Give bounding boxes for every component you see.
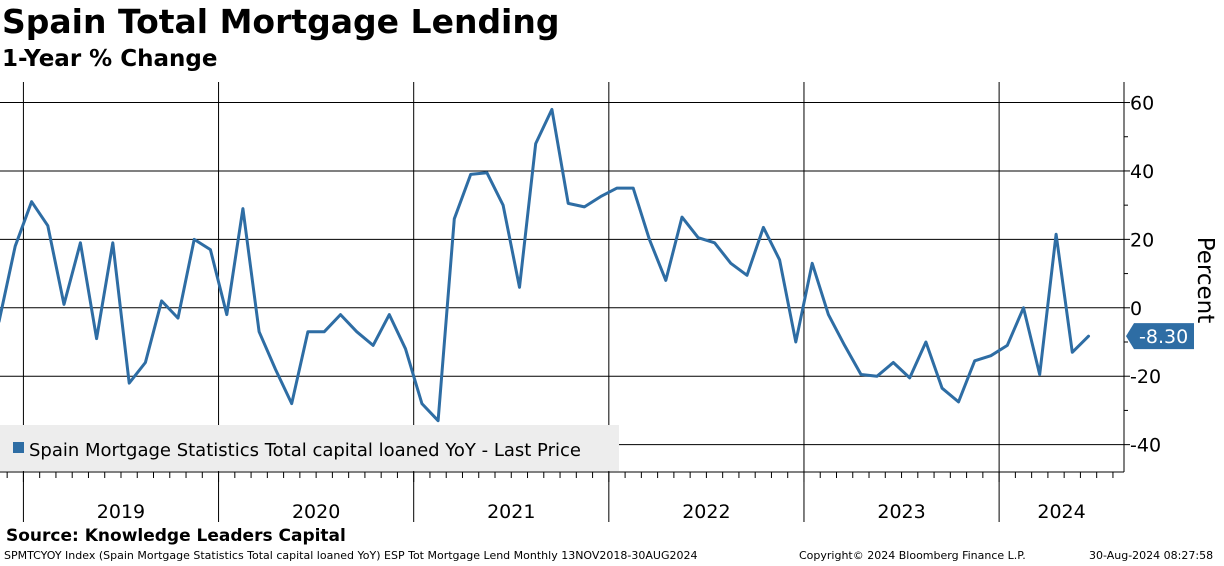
- x-tick-label: 2020: [292, 501, 340, 523]
- y-tick-label: 60: [1130, 93, 1154, 115]
- legend-label: Spain Mortgage Statistics Total capital …: [29, 440, 581, 461]
- y-axis-labels: 60 40 20 0 -20 -40: [1130, 93, 1161, 457]
- y-tick-label: 20: [1130, 229, 1154, 251]
- source-note: Source: Knowledge Leaders Capital: [6, 526, 346, 546]
- x-tick-label: 2021: [487, 501, 535, 523]
- chart-title: Spain Total Mortgage Lending: [2, 2, 560, 41]
- x-tick-label: 2023: [877, 501, 925, 523]
- footer-timestamp: 30-Aug-2024 08:27:58: [1089, 549, 1214, 562]
- y-tick-label: 40: [1130, 161, 1154, 183]
- tick-marks: [6, 102, 1130, 482]
- axes: [0, 82, 1125, 473]
- legend-swatch: [13, 442, 24, 453]
- y-axis-title: Percent: [1192, 237, 1218, 324]
- footer-copyright: Copyright© 2024 Bloomberg Finance L.P.: [799, 549, 1026, 562]
- legend: Spain Mortgage Statistics Total capital …: [0, 425, 619, 471]
- last-price-background: [1126, 323, 1194, 350]
- legend-background: [0, 425, 619, 471]
- x-tick-label: 2024: [1037, 501, 1085, 523]
- y-tick-label: -20: [1130, 366, 1161, 388]
- footer-ticker-info: SPMTCYOY Index (Spain Mortgage Statistic…: [4, 549, 698, 562]
- chart-subtitle: 1-Year % Change: [2, 46, 218, 72]
- x-axis-labels: 2019 2020 2021 2022 2023 2024: [97, 501, 1086, 523]
- last-price-label: -8.30: [1139, 326, 1188, 348]
- x-tick-label: 2019: [97, 501, 145, 523]
- y-tick-label: 0: [1130, 298, 1142, 320]
- series-line: [0, 107, 1090, 423]
- y-tick-label: -40: [1130, 435, 1161, 457]
- last-price-badge: -8.30: [1126, 323, 1194, 350]
- x-tick-label: 2022: [682, 501, 730, 523]
